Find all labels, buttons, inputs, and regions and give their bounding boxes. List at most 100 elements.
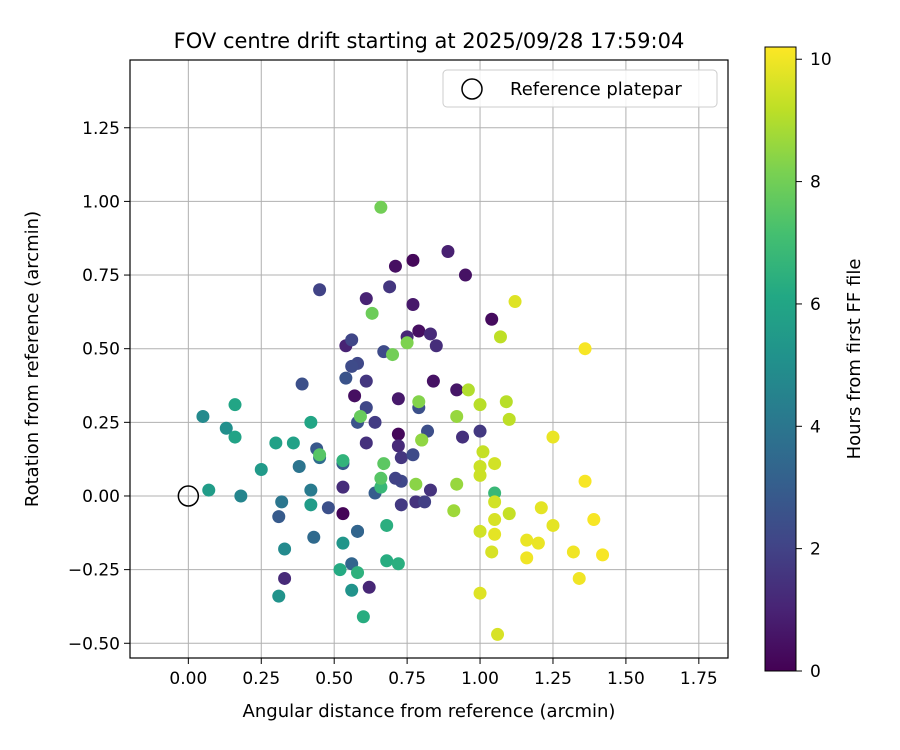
- data-point: [476, 445, 490, 459]
- data-point: [491, 627, 505, 641]
- data-point: [386, 348, 400, 362]
- x-tick-label: 1.25: [534, 669, 572, 689]
- data-point: [406, 448, 420, 462]
- data-point: [578, 474, 592, 488]
- data-point: [272, 589, 286, 603]
- colorbar-tick-label: 6: [810, 295, 821, 315]
- data-point: [388, 259, 402, 273]
- data-point: [295, 377, 309, 391]
- data-point: [196, 409, 210, 423]
- data-point: [520, 551, 534, 565]
- data-point: [578, 342, 592, 356]
- data-point: [566, 545, 580, 559]
- data-point: [596, 548, 610, 562]
- data-point: [473, 424, 487, 438]
- data-point: [485, 312, 499, 326]
- y-tick-label: 0.25: [82, 413, 120, 433]
- data-point: [286, 436, 300, 450]
- data-point: [412, 324, 426, 338]
- data-point: [292, 460, 306, 474]
- scatter-points: [196, 200, 610, 641]
- data-point: [380, 518, 394, 532]
- data-point: [304, 498, 318, 512]
- colorbar-ticks: 0 2 4 6 8 10: [796, 50, 832, 682]
- data-point: [269, 436, 283, 450]
- data-point: [441, 244, 455, 258]
- data-point: [359, 436, 373, 450]
- data-point: [380, 554, 394, 568]
- data-point: [391, 392, 405, 406]
- data-point: [488, 495, 502, 509]
- data-point: [339, 371, 353, 385]
- data-point: [426, 374, 440, 388]
- data-point: [499, 395, 513, 409]
- y-tick-label: 1.25: [82, 119, 120, 139]
- x-tick-label: 0.75: [388, 669, 426, 689]
- data-point: [351, 566, 365, 580]
- data-point: [391, 427, 405, 441]
- data-point: [348, 389, 362, 403]
- data-point: [473, 586, 487, 600]
- data-point: [219, 421, 233, 435]
- data-point: [456, 430, 470, 444]
- x-axis-label: Angular distance from reference (arcmin): [243, 701, 616, 722]
- data-point: [423, 327, 437, 341]
- data-point: [304, 483, 318, 497]
- data-point: [520, 533, 534, 547]
- legend-entry: Reference platepar: [510, 79, 682, 100]
- plot-frame: [129, 59, 729, 659]
- data-point: [351, 524, 365, 538]
- data-point: [353, 409, 367, 423]
- data-point: [333, 563, 347, 577]
- y-tick-label: −0.25: [68, 561, 120, 581]
- data-point: [394, 498, 408, 512]
- data-point: [488, 513, 502, 527]
- data-point: [473, 398, 487, 412]
- data-point: [429, 339, 443, 353]
- x-tick-label: 0.50: [315, 669, 353, 689]
- data-point: [534, 501, 548, 515]
- data-point: [450, 409, 464, 423]
- data-point: [272, 510, 286, 524]
- data-point: [321, 501, 335, 515]
- data-point: [383, 280, 397, 294]
- legend-marker: [461, 78, 483, 100]
- x-tick-label: 1.00: [461, 669, 499, 689]
- colorbar-tick-label: 4: [810, 417, 821, 437]
- data-point: [485, 545, 499, 559]
- x-axis-ticks: 0.00 0.25 0.50 0.75 1.00 1.25 1.50 1.75: [169, 658, 718, 689]
- data-point: [228, 398, 242, 412]
- data-point: [275, 495, 289, 509]
- legend: Reference platepar: [442, 69, 718, 108]
- data-point: [572, 571, 586, 585]
- data-point: [313, 283, 327, 297]
- data-point: [450, 383, 464, 397]
- data-point: [473, 468, 487, 482]
- data-point: [388, 471, 402, 485]
- data-point: [406, 298, 420, 312]
- colorbar-tick-label: 8: [810, 173, 821, 193]
- data-point: [447, 504, 461, 518]
- data-point: [234, 489, 248, 503]
- data-point: [336, 536, 350, 550]
- data-point: [374, 200, 388, 214]
- colorbar-gradient: [764, 46, 797, 672]
- data-point: [502, 412, 516, 426]
- data-point: [359, 374, 373, 388]
- data-point: [365, 306, 379, 320]
- data-point: [345, 359, 359, 373]
- data-point: [412, 395, 426, 409]
- y-tick-label: −0.50: [68, 634, 120, 654]
- colorbar-tick-label: 2: [810, 540, 821, 560]
- data-point: [356, 610, 370, 624]
- data-point: [304, 415, 318, 429]
- data-point: [278, 571, 292, 585]
- data-point: [546, 430, 560, 444]
- y-tick-label: 1.00: [82, 192, 120, 212]
- y-axis-label: Rotation from reference (arcmin): [22, 211, 43, 507]
- y-tick-label: 0.50: [82, 340, 120, 360]
- legend-box: [442, 69, 718, 108]
- data-point: [374, 471, 388, 485]
- data-point: [368, 415, 382, 429]
- data-point: [345, 583, 359, 597]
